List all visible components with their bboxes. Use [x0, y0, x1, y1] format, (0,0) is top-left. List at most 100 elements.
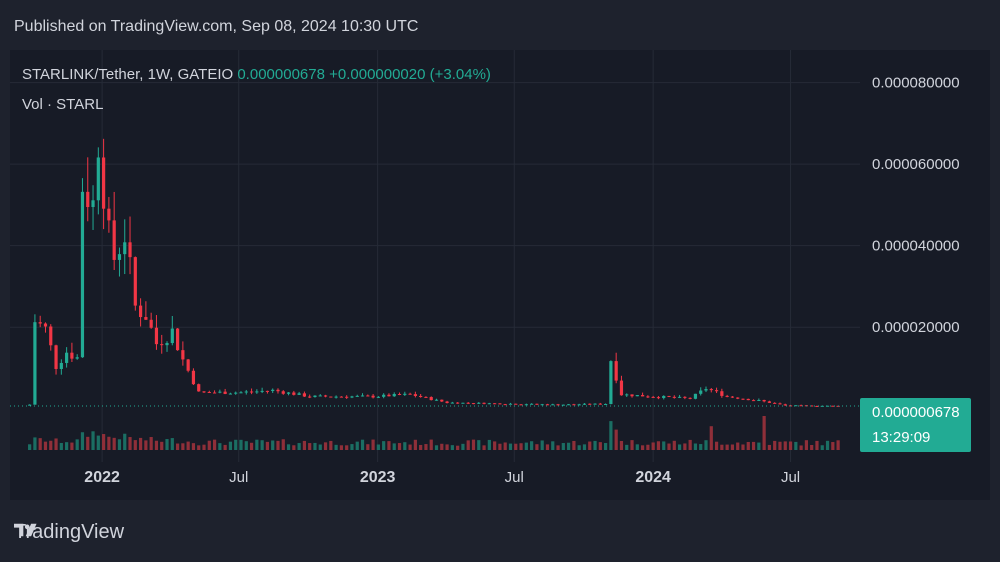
candle-body — [54, 345, 58, 369]
volume-bar — [366, 444, 370, 450]
volume-bar — [59, 442, 63, 450]
volume-bar — [767, 444, 772, 450]
volume-bar — [778, 441, 782, 450]
volume-bar — [704, 440, 708, 450]
x-tick-label: 2022 — [84, 469, 120, 486]
candle-body — [313, 395, 317, 398]
volume-bar — [249, 442, 254, 450]
candle-body — [271, 389, 275, 391]
candle-body — [487, 403, 491, 405]
candle-body — [677, 396, 682, 398]
candle-body — [318, 395, 322, 397]
volume-bar — [234, 439, 238, 450]
candle-body — [96, 157, 100, 201]
candle-body — [297, 393, 301, 395]
candle-body — [614, 361, 618, 381]
volume-bar — [445, 444, 449, 450]
candle-body — [535, 403, 539, 405]
volume-bar — [38, 438, 42, 450]
volume-bar — [191, 443, 196, 450]
candle-body — [382, 394, 386, 397]
volume-bar — [788, 441, 793, 450]
candle-body — [112, 220, 116, 260]
volume-bar — [783, 441, 787, 450]
candle-body — [249, 391, 254, 393]
candle-body — [767, 401, 772, 403]
volume-bar — [677, 444, 682, 450]
candle-body — [302, 393, 307, 397]
volume-bar — [482, 445, 486, 450]
volume-bar — [260, 440, 264, 450]
candle-body — [530, 403, 534, 405]
volume-bar — [318, 444, 322, 450]
brand[interactable]: TradingView — [14, 521, 124, 544]
candle-body — [350, 396, 354, 398]
volume-bar — [561, 443, 565, 450]
candle-body — [683, 396, 687, 398]
volume-bar — [598, 442, 602, 450]
x-tick-label: Jul — [781, 469, 800, 486]
candle-body — [408, 393, 412, 395]
candle-body — [149, 319, 153, 328]
volume-bar — [466, 440, 470, 450]
volume-bar — [197, 445, 201, 450]
volume-bar — [133, 440, 137, 450]
volume-bar — [54, 438, 58, 450]
volume-bar — [593, 440, 597, 450]
tradingview-logo-icon — [14, 523, 37, 537]
candle-body — [276, 389, 280, 392]
volume-bar — [524, 442, 528, 450]
volume-bar — [604, 443, 608, 450]
volume-bar — [535, 444, 539, 450]
candle-body — [86, 191, 90, 208]
volume-bar — [33, 437, 37, 450]
volume-bar — [635, 444, 639, 450]
candle-body — [508, 403, 513, 405]
badge-price: 0.000000678 — [872, 404, 960, 421]
volume-bar — [762, 416, 766, 450]
volume-bar — [244, 441, 248, 450]
symbol-legend[interactable]: STARLINK/Tether, 1W, GATEIO 0.000000678 … — [22, 66, 491, 83]
candle-body — [355, 395, 359, 397]
volume-bar — [519, 443, 523, 450]
candle-body — [424, 396, 428, 398]
candle-body — [445, 401, 449, 403]
volume-bar — [582, 444, 587, 450]
candle-body — [292, 392, 296, 395]
candle-body — [593, 403, 597, 405]
candle-body — [825, 405, 830, 407]
candle-body — [440, 399, 444, 402]
volume-bar — [175, 443, 180, 450]
candle-body — [133, 257, 137, 306]
candle-body — [556, 404, 560, 406]
candle-body — [503, 404, 507, 406]
candle-body — [376, 396, 380, 398]
volume-bar — [572, 440, 576, 450]
candle-body — [471, 403, 476, 405]
volume-legend[interactable]: Vol · STARL — [22, 96, 104, 113]
candle-body — [609, 361, 613, 405]
candle-body — [514, 403, 518, 405]
candle-body — [783, 404, 787, 406]
volume-bar — [503, 442, 507, 450]
volume-bar — [514, 443, 518, 450]
volume-bar — [223, 444, 227, 450]
candle-body — [244, 391, 248, 393]
volume-bar — [403, 442, 407, 450]
candle-body — [339, 396, 343, 398]
volume-bar — [498, 443, 502, 450]
candlestick-chart[interactable]: 0.000020000 0.000040000 0.000060000 0.00008… — [10, 50, 990, 500]
candle-body — [799, 405, 803, 407]
volume-bar — [345, 445, 349, 450]
chart-pane[interactable]: 0.000020000 0.000040000 0.000060000 0.00008… — [10, 50, 990, 500]
volume-bar — [218, 443, 222, 450]
candle-body — [255, 391, 259, 393]
candle-body — [138, 305, 143, 318]
candle-body — [28, 404, 32, 406]
candle-body — [117, 254, 122, 260]
candle-body — [128, 242, 132, 258]
volume-bar — [614, 429, 618, 450]
candle-body — [646, 396, 650, 398]
candle-body — [334, 396, 338, 398]
candle-body — [397, 393, 402, 395]
